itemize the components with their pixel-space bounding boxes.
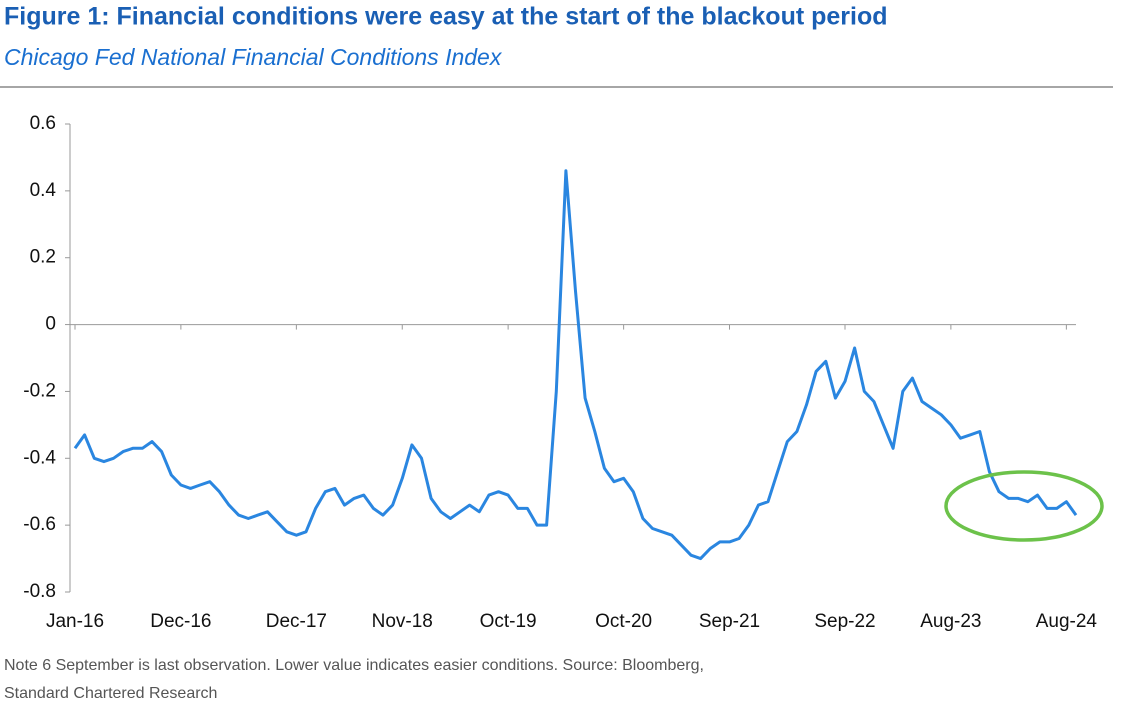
x-tick-label: Aug-24 xyxy=(1036,611,1098,632)
note: Standard Chartered Research xyxy=(4,685,217,702)
y-tick-label: -0.2 xyxy=(23,380,56,401)
y-tick-label: 0.2 xyxy=(30,247,56,268)
x-tick-label: Aug-23 xyxy=(920,611,981,632)
y-tick-label: 0.6 xyxy=(30,113,56,134)
y-tick-label: -0.6 xyxy=(23,514,56,535)
x-tick-label: Sep-21 xyxy=(699,611,760,632)
chart-title: Figure 1: Financial conditions were easy… xyxy=(4,3,888,31)
y-tick-label: 0.4 xyxy=(30,180,57,201)
chart-subtitle: Chicago Fed National Financial Condition… xyxy=(4,44,503,70)
x-tick-label: Dec-16 xyxy=(150,611,211,632)
x-tick-label: Oct-19 xyxy=(480,611,537,632)
highlight-ellipse xyxy=(944,470,1104,542)
x-tick-label: Dec-17 xyxy=(266,611,327,632)
x-tick-label: Nov-18 xyxy=(372,611,433,632)
y-tick-label: 0 xyxy=(45,314,56,335)
x-tick-label: Oct-20 xyxy=(595,611,652,632)
y-tick-label: -0.8 xyxy=(23,581,56,602)
note: Note 6 September is last observation. Lo… xyxy=(4,657,704,674)
x-tick-label: Sep-22 xyxy=(814,611,875,632)
line xyxy=(73,169,1078,561)
x-tick-label: Jan-16 xyxy=(46,611,104,632)
y-tick-label: -0.4 xyxy=(23,447,56,468)
